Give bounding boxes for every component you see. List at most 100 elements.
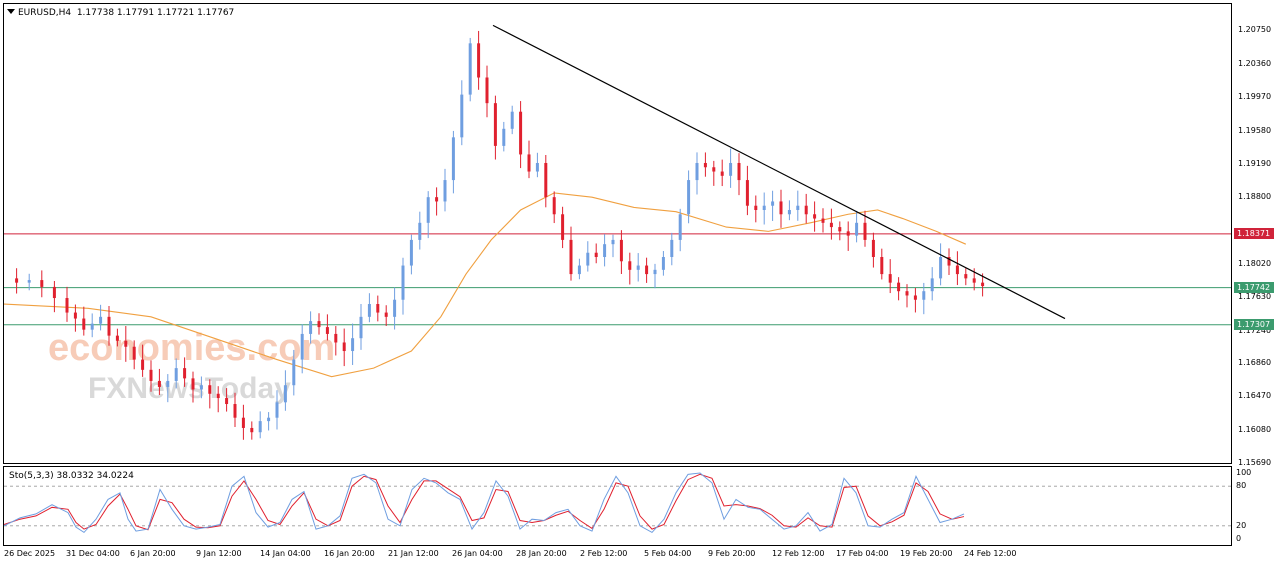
candle-bullish [586,252,590,266]
candle-bullish [174,368,178,381]
candle-bullish [258,421,262,433]
candle-bearish [65,298,69,313]
price-tick-label: 1.19580 [1238,125,1272,135]
stochastic-tick-label: 20 [1236,520,1247,530]
candle-bearish [519,111,523,155]
stochastic-pane[interactable] [3,466,1232,546]
price-tick-label: 1.16080 [1238,424,1272,434]
candle-bullish [401,265,405,300]
price-tick-label: 1.16860 [1238,357,1272,367]
stochastic-signal-line [3,473,965,531]
candle-bullish [468,43,472,95]
level-tag-current: 1.17742 [1234,282,1274,294]
candle-bearish [821,218,825,223]
candle-bullish [796,205,800,210]
candle-bearish [905,291,909,296]
candle-bearish [107,316,111,336]
candle-bearish [527,154,531,172]
price-tick-label: 1.18020 [1238,258,1272,268]
watermark-fxnewstoday: FXNewsToday [88,372,291,405]
candle-bullish [460,94,464,138]
candle-bearish [913,295,917,300]
candle-bearish [376,304,380,313]
candle-bearish [40,280,44,287]
price-tick-label: 1.19190 [1238,158,1272,168]
candle-bearish [552,197,556,215]
candle-bearish [241,417,245,428]
candle-bearish [149,369,153,381]
time-tick-label: 9 Feb 20:00 [708,549,756,558]
level-tag-resistance: 1.18371 [1234,228,1274,240]
candle-bearish [628,261,632,270]
candle-bullish [300,333,304,360]
candle-bearish [225,398,229,405]
candle-bearish [183,368,187,379]
candle-bearish [888,274,892,283]
time-tick-label: 31 Dec 04:00 [66,549,120,558]
candle-bearish [964,274,968,279]
price-tick-label: 1.20750 [1238,25,1272,35]
candle-bearish [871,239,875,258]
candle-bearish [829,222,833,228]
candle-bearish [157,380,161,387]
time-tick-label: 24 Feb 12:00 [964,549,1017,558]
time-tick-label: 6 Jan 20:00 [130,549,176,558]
price-tick-label: 1.19970 [1238,92,1272,102]
candle-bullish [267,417,271,422]
candle-bearish [141,359,145,370]
time-tick-label: 26 Dec 2025 [4,549,56,558]
candle-bearish [955,265,959,275]
time-tick-label: 16 Jan 20:00 [324,549,375,558]
candle-bullish [426,197,430,223]
candle-bearish [737,162,741,181]
candle-bullish [199,385,203,390]
candle-bullish [535,162,539,172]
candle-bearish [972,278,976,283]
candle-bullish [283,385,287,403]
candle-bullish [367,304,371,317]
time-tick-label: 12 Feb 12:00 [772,549,825,558]
candle-bearish [477,43,481,78]
candle-bearish [208,385,212,394]
candle-bullish [309,321,313,334]
candle-bearish [813,214,817,219]
candle-bearish [619,239,623,262]
candle-bearish [981,282,985,287]
candle-bearish [52,286,56,299]
candle-bearish [897,282,901,292]
candle-bearish [485,77,489,104]
stochastic-tick-label: 80 [1236,481,1247,491]
collapse-triangle-icon[interactable] [7,9,15,14]
candle-bearish [132,346,136,360]
candle-bullish [729,162,733,176]
candle-bearish [594,252,598,258]
candle-bullish [359,316,363,339]
candle-bullish [451,137,455,181]
candle-bullish [611,239,615,245]
candle-bullish [603,244,607,258]
candle-bearish [745,180,749,206]
candle-bearish [947,257,951,266]
time-tick-label: 5 Feb 04:00 [644,549,692,558]
candle-bullish [166,380,170,387]
candle-bearish [191,378,195,390]
candle-bullish [351,338,355,352]
candle-bearish [124,340,128,347]
candle-bearish [435,197,439,202]
candle-bullish [695,162,699,181]
candle-bullish [418,222,422,240]
candle-bullish [636,265,640,270]
candle-bullish [930,278,934,292]
candle-bearish [384,312,388,317]
candle-bearish [880,257,884,275]
candle-bullish [409,239,413,266]
price-tick-label: 1.16470 [1238,391,1272,401]
candle-bullish [939,257,943,279]
time-tick-label: 9 Jan 12:00 [196,549,242,558]
candle-bearish [754,205,758,210]
candle-bullish [661,257,665,270]
candle-bullish [292,359,296,386]
candle-bullish [855,222,859,236]
